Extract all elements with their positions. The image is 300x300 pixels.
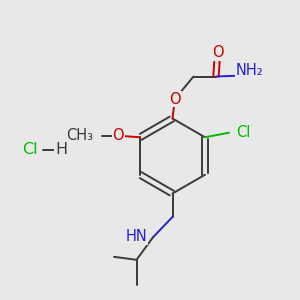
Text: H: H bbox=[56, 142, 68, 158]
Text: O: O bbox=[212, 45, 223, 60]
Text: O: O bbox=[112, 128, 124, 143]
Text: HN: HN bbox=[126, 229, 148, 244]
Text: CH₃: CH₃ bbox=[67, 128, 94, 143]
Text: NH₂: NH₂ bbox=[236, 63, 263, 78]
Text: O: O bbox=[169, 92, 181, 106]
Text: Cl: Cl bbox=[236, 125, 250, 140]
Text: Cl: Cl bbox=[22, 142, 38, 158]
